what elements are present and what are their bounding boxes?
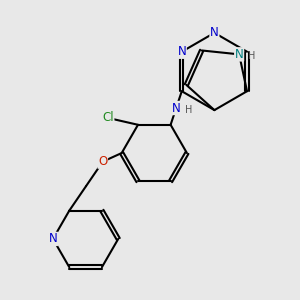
Text: Cl: Cl bbox=[102, 111, 114, 124]
Text: N: N bbox=[172, 101, 181, 115]
Text: O: O bbox=[98, 155, 107, 168]
Text: H: H bbox=[185, 105, 192, 115]
Text: N: N bbox=[49, 232, 57, 245]
Text: H: H bbox=[248, 51, 255, 61]
Text: N: N bbox=[235, 48, 244, 61]
Text: N: N bbox=[177, 45, 186, 58]
Text: N: N bbox=[210, 26, 219, 39]
